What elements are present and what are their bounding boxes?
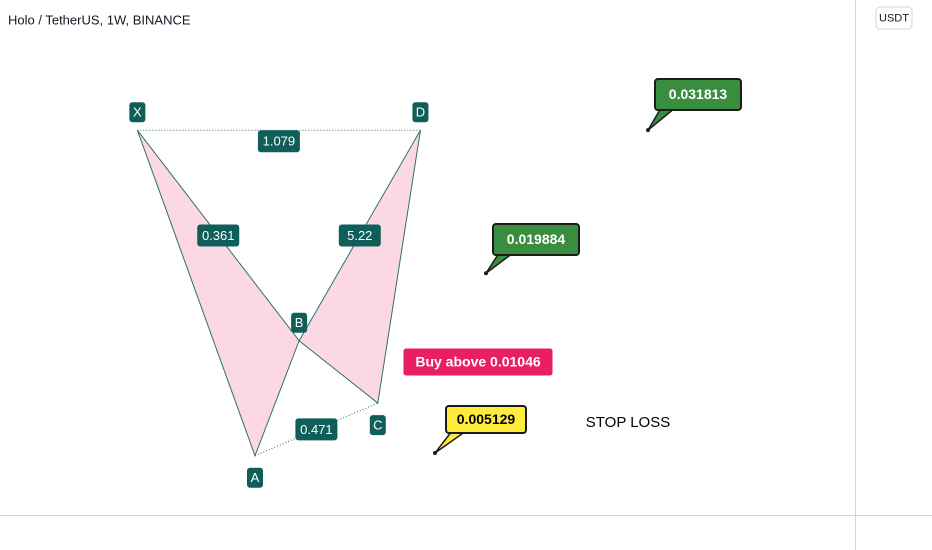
annotation-text: 0.005129 <box>457 411 516 427</box>
overlay: X A B C D 1.079 0.361 5.22 0.471 0.031813 0.019884… <box>129 78 742 488</box>
currency-button[interactable] <box>875 6 913 30</box>
annotation-text: STOP LOSS <box>586 414 671 431</box>
annotation-box <box>492 223 580 256</box>
ratio-label: 0.471 <box>300 422 333 437</box>
annotation-box <box>445 405 527 434</box>
pattern-point-label: X <box>133 105 142 120</box>
pattern-point-box <box>291 312 308 333</box>
pattern-point-box <box>369 415 386 436</box>
annotation-text: 0.019884 <box>507 231 566 247</box>
callout-anchor <box>484 271 488 276</box>
pattern-point-label: A <box>251 470 260 485</box>
ratio-box <box>257 130 300 153</box>
currency-label[interactable]: USDT <box>879 12 909 24</box>
pattern-point-label: D <box>416 105 425 120</box>
chart-title: Holo / TetherUS, 1W, BINANCE <box>8 12 191 27</box>
pattern-point-box <box>129 102 146 123</box>
annotation-text: Buy above 0.01046 <box>415 354 541 370</box>
annotation-box <box>402 347 554 377</box>
pattern-point-box <box>412 102 429 123</box>
callout-anchor <box>646 128 650 133</box>
ratio-box <box>338 224 381 247</box>
callout-anchor <box>433 451 437 456</box>
pattern-point-box <box>247 467 263 488</box>
ratio-label: 1.079 <box>263 134 296 149</box>
ratio-label: 5.22 <box>347 228 372 243</box>
ratio-box <box>295 418 338 441</box>
annotation-box <box>654 78 742 111</box>
ratio-label: 0.361 <box>202 228 235 243</box>
pattern-point-label: B <box>295 315 304 330</box>
ratio-box <box>197 224 240 247</box>
annotation-text: 0.031813 <box>669 86 728 102</box>
pattern-point-label: C <box>373 418 382 433</box>
